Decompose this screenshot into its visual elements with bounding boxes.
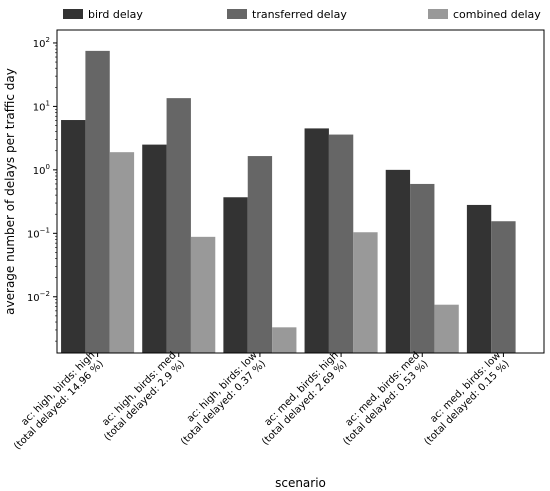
bar-combined-delay-4 <box>353 232 378 353</box>
y-tick-label: 10−1 <box>27 226 50 240</box>
x-tick-label-line: (total delayed: 14.96 %) <box>12 358 106 452</box>
x-axis-label: scenario <box>275 476 326 490</box>
bar-combined-delay-1 <box>109 152 135 353</box>
y-tick-exponent: 0 <box>46 163 50 171</box>
legend-label: bird delay <box>88 8 143 21</box>
bar-bird-delay-5 <box>385 169 411 353</box>
x-tick-label-line: (total delayed: 0.37 %) <box>179 358 268 447</box>
y-tick-base: 10 <box>33 166 46 177</box>
bar-transferred-delay-2 <box>166 98 191 353</box>
bar-bird-delay-1 <box>61 120 86 353</box>
bar-bird-delay-4 <box>304 128 329 353</box>
y-tick-label: 102 <box>33 36 50 50</box>
legend-swatch-bird-delay <box>63 9 83 19</box>
legend-swatch-transferred-delay <box>227 9 247 19</box>
x-tick-label-line: ac: med, birds: med <box>343 350 422 429</box>
x-tick-label-line: ac: high, birds: high <box>19 350 97 428</box>
x-tick-label: ac: high, birds: high(total delayed: 14.… <box>4 350 106 452</box>
bar-transferred-delay-1 <box>85 50 110 353</box>
y-tick-label: 100 <box>33 163 50 177</box>
x-axis: ac: high, birds: high(total delayed: 14.… <box>4 350 512 452</box>
bar-transferred-delay-5 <box>410 183 435 353</box>
y-tick-exponent: 1 <box>46 99 50 107</box>
x-tick-label-line: (total delayed: 2.9 %) <box>102 358 187 443</box>
y-tick-base: 10 <box>27 293 40 304</box>
x-tick-label-line: (total delayed: 0.53 %) <box>341 358 430 447</box>
x-tick-label-line: (total delayed: 2.69 %) <box>260 358 349 447</box>
x-tick-label-line: ac: med, birds: low <box>428 350 503 425</box>
legend-swatch-combined-delay <box>428 9 448 19</box>
bar-bird-delay-3 <box>223 197 248 353</box>
bar-transferred-delay-6 <box>491 221 516 353</box>
y-tick-label: 101 <box>33 99 50 113</box>
bar-transferred-delay-4 <box>328 134 354 353</box>
y-tick-base: 10 <box>33 102 46 113</box>
y-tick-base: 10 <box>27 229 40 240</box>
plot-frame <box>56 29 545 354</box>
bar-combined-delay-2 <box>190 236 216 353</box>
x-tick-label-line: ac: med, birds: high <box>263 350 341 428</box>
x-tick-label: ac: high, birds: med(total delayed: 2.9 … <box>94 350 187 443</box>
bars-layer <box>61 50 516 353</box>
bar-transferred-delay-3 <box>247 156 273 353</box>
y-tick-base: 10 <box>33 39 46 50</box>
bar-bird-delay-2 <box>142 144 167 353</box>
bar-bird-delay-6 <box>466 204 492 353</box>
x-tick-label-line: (total delayed: 0.15 %) <box>422 358 511 447</box>
y-tick-exponent: −1 <box>40 226 50 234</box>
legend-label: combined delay <box>453 8 541 21</box>
bar-combined-delay-3 <box>272 327 297 353</box>
x-tick-label-line: ac: high, birds: med <box>100 350 178 428</box>
legend-label: transferred delay <box>252 8 347 21</box>
bar-combined-delay-5 <box>434 304 459 353</box>
legend: bird delay transferred delay combined dela… <box>63 8 541 21</box>
y-tick-exponent: 2 <box>46 36 50 44</box>
y-axis-label: average number of delays per traffic day <box>3 68 17 315</box>
y-tick-label: 10−2 <box>27 290 50 304</box>
x-tick-label-line: ac: high, birds: low <box>185 350 260 425</box>
y-tick-exponent: −2 <box>40 290 50 298</box>
